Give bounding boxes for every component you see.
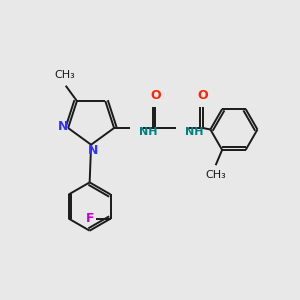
Text: NH: NH [139,127,157,136]
Text: O: O [150,89,160,102]
Text: N: N [87,144,98,157]
Text: NH: NH [185,127,203,136]
Text: O: O [198,89,208,102]
Text: CH₃: CH₃ [205,170,226,181]
Text: F: F [86,212,95,225]
Text: CH₃: CH₃ [54,70,75,80]
Text: N: N [58,120,68,133]
